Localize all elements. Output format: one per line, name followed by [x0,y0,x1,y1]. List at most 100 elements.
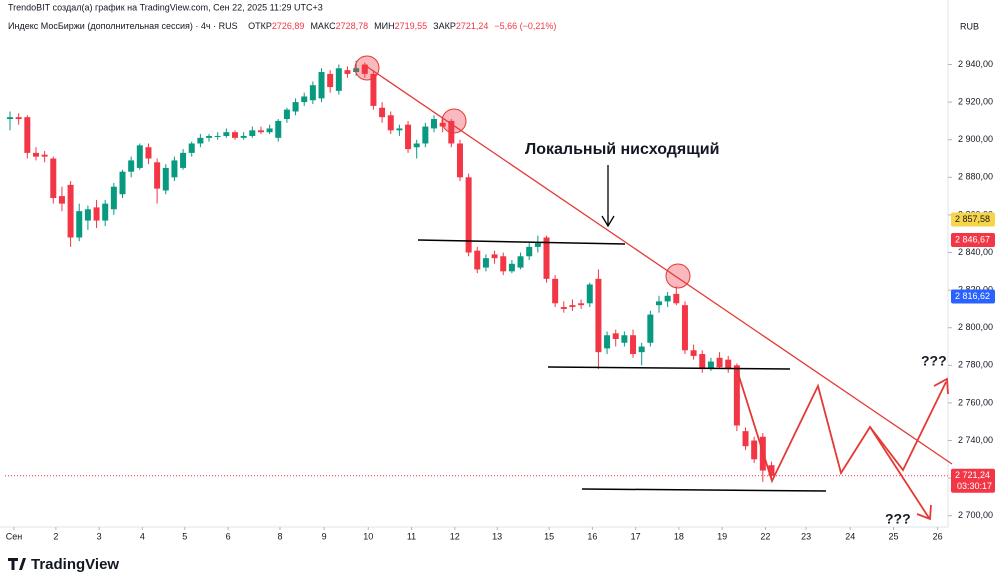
candle-body [309,85,316,101]
x-tick-label: 5 [182,531,187,541]
y-tick-label: 2 740,00 [958,435,993,445]
candle-body [699,354,706,370]
y-tick-label: 2 840,00 [958,247,993,257]
support-line [581,488,827,492]
candle-body [742,431,749,447]
candle-body [41,154,48,157]
candle-body [431,119,438,129]
x-tick-label: 3 [97,531,102,541]
candle-body [318,72,325,99]
candle-body [474,250,481,270]
x-tick-label: 11 [407,531,416,541]
price-tag-label: 2 816,62 [955,291,990,301]
candle-body [413,143,420,148]
candle-body [93,207,100,221]
candle-body [223,132,230,136]
candle-body [673,293,680,304]
candle-body [283,109,290,120]
credit: TrendoBIT создал(а) график на TradingVie… [8,2,323,12]
drawings: Локальный нисходящий ??? ??? [354,55,953,527]
ohlc-value: 2728,78 [336,21,369,31]
candle-body [379,107,386,118]
candle-body [257,130,264,133]
annotation: Локальный нисходящий [525,141,719,158]
brand: TradingView [31,556,119,573]
candle-body [543,237,550,279]
x-tick-label: 16 [587,531,597,541]
candle-body [500,256,507,272]
candle-body [612,333,619,339]
candle-body [84,209,91,221]
candle-body [214,135,221,137]
candle-body [456,143,463,178]
symbol: Индекс МосБиржи (дополнительная сессия) … [8,21,238,31]
candle-body [569,305,576,308]
x-tick-label: 13 [492,531,502,541]
candle-body [552,278,559,304]
candle-body [578,303,585,306]
support-line [547,366,791,370]
candle-body [301,96,308,103]
candle-body [67,184,74,238]
candle-body [32,152,39,157]
candle-body [396,128,403,131]
forecast-path [869,426,930,519]
arrow-head [601,215,615,228]
x-tick-label: 4 [140,531,145,541]
price-tag [951,232,995,247]
ohlc-label: ЗАКР [433,21,456,31]
currency: RUB [960,21,979,31]
x-tick-label: 24 [845,531,855,541]
x-tick-label: 18 [674,531,684,541]
candle-body [638,346,645,353]
candle-body [171,160,178,178]
ohlc-label: ОТКР [248,21,272,31]
candle-body [526,246,533,257]
ohlc-label: МАКС [310,21,336,31]
ohlc-value: 2726,89 [272,21,305,31]
annotation: ??? [921,353,947,369]
candle-body [335,68,342,91]
candle-body [422,126,429,144]
touch-point [441,108,467,134]
candle-body [387,115,394,131]
candle-body [231,132,238,138]
candle-body [102,203,109,221]
x-tick-label: 19 [717,531,727,541]
candle-body [145,147,152,159]
candle-body [136,145,143,168]
candle-body [344,70,351,74]
x-tick-label: 10 [363,531,373,541]
price-tag-label: 2 721,24 [955,470,990,480]
x-tick-label: 12 [450,531,460,541]
candle-body [595,278,602,353]
candle-body [560,307,567,309]
candle-body [266,128,273,133]
candle-body [690,350,697,356]
candle-body [716,357,723,368]
forecast-path [736,369,947,484]
x-tick-label: Сен [6,531,23,541]
candle-body [508,263,515,272]
candle-body [655,301,662,306]
candle-body [725,359,732,370]
candle-body [405,124,412,150]
candle-body [50,158,57,198]
candle-body [681,305,688,351]
candle-body [240,135,247,138]
x-tick-label: 9 [322,531,327,541]
y-tick-label: 2 900,00 [958,134,993,144]
brand-logo: TradingView [8,556,119,573]
y-tick-label: 2 940,00 [958,59,993,69]
candle-body [621,335,628,343]
candle-body [517,256,524,268]
x-tick-label: 26 [933,531,943,541]
candle-body [58,196,65,204]
candle-body [647,314,654,343]
price-tag-label: 2 846,67 [955,234,990,244]
candle-body [733,365,740,426]
support-line [417,239,626,245]
candle-body [119,171,126,195]
candle-body [751,440,758,460]
